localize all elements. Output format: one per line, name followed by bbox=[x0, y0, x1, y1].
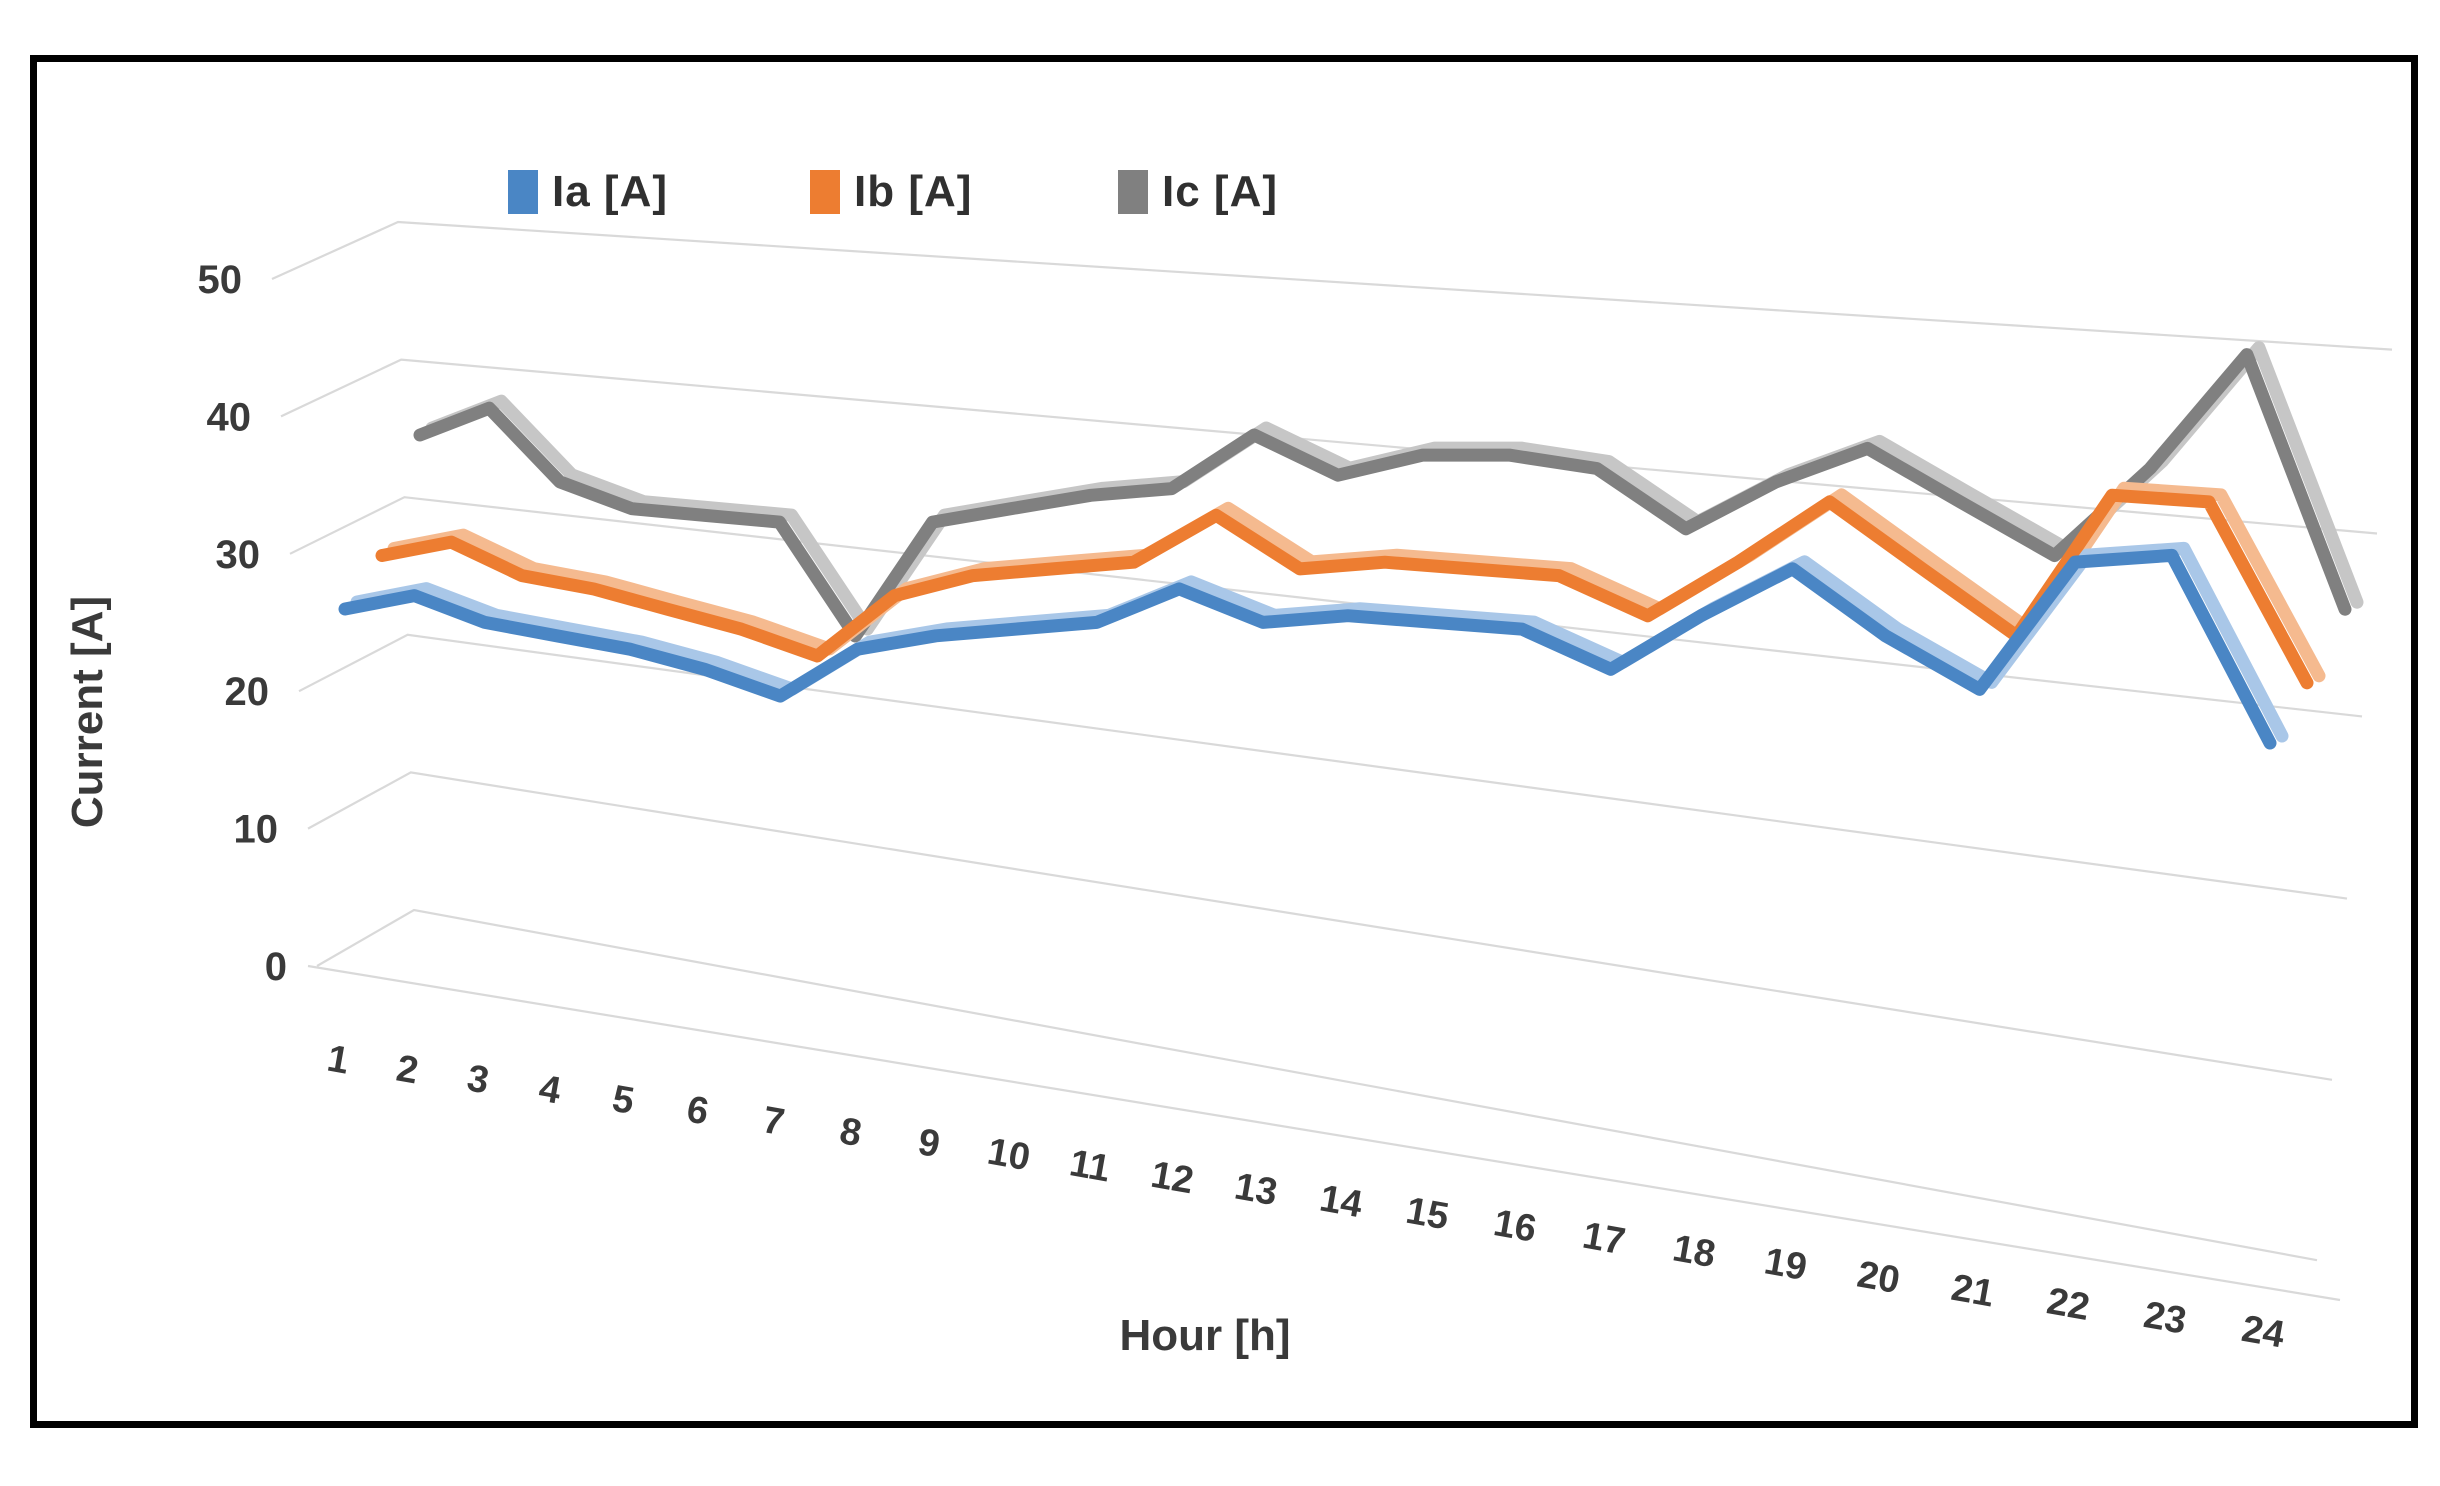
y-tick-label-50: 50 bbox=[198, 258, 243, 302]
gridline-0 bbox=[316, 908, 2318, 1262]
x-tick-label-16: 16 bbox=[1490, 1202, 1539, 1251]
gridline-50 bbox=[271, 220, 2393, 351]
x-tick-label-6: 6 bbox=[684, 1088, 712, 1133]
x-tick-label-19: 19 bbox=[1761, 1240, 1810, 1289]
x-tick-label-14: 14 bbox=[1317, 1178, 1366, 1227]
series-ribbon-side-Ic bbox=[425, 341, 2364, 636]
x-tick-label-21: 21 bbox=[1948, 1267, 1997, 1316]
x-tick-label-3: 3 bbox=[464, 1057, 492, 1102]
floor-edge bbox=[307, 964, 2341, 1302]
x-tick-label-24: 24 bbox=[2239, 1308, 2288, 1357]
x-tick-label-22: 22 bbox=[2044, 1280, 2093, 1329]
x-tick-label-13: 13 bbox=[1232, 1166, 1281, 1215]
gridline-30 bbox=[289, 496, 2363, 718]
x-tick-label-20: 20 bbox=[1854, 1253, 1903, 1302]
gridline-20 bbox=[298, 633, 2348, 900]
series-ribbon-side-Ia bbox=[350, 541, 2289, 743]
x-tick-label-4: 4 bbox=[536, 1068, 564, 1113]
x-tick-label-12: 12 bbox=[1148, 1154, 1197, 1203]
x-tick-label-9: 9 bbox=[915, 1121, 943, 1166]
series-line-Ia bbox=[338, 548, 2277, 750]
x-tick-label-17: 17 bbox=[1579, 1215, 1628, 1264]
x-tick-label-7: 7 bbox=[759, 1099, 787, 1144]
x-tick-label-5: 5 bbox=[609, 1078, 637, 1123]
x-tick-label-11: 11 bbox=[1066, 1142, 1113, 1190]
x-tick-label-2: 2 bbox=[393, 1047, 421, 1092]
y-tick-label-20: 20 bbox=[225, 670, 270, 714]
y-tick-label-10: 10 bbox=[234, 808, 279, 852]
y-axis-title: Current [A] bbox=[63, 595, 112, 829]
x-tick-label-8: 8 bbox=[837, 1110, 865, 1155]
x-tick-label-23: 23 bbox=[2141, 1294, 2190, 1343]
gridline-40 bbox=[280, 358, 2378, 535]
series-line-Ib bbox=[375, 488, 2314, 690]
chart-border bbox=[30, 55, 2418, 1428]
x-axis-title: Hour [h] bbox=[1119, 1311, 1291, 1360]
x-tick-label-1: 1 bbox=[324, 1038, 352, 1083]
y-tick-label-0: 0 bbox=[265, 945, 287, 989]
series-line-Ic bbox=[413, 348, 2352, 643]
x-tick-label-10: 10 bbox=[984, 1131, 1033, 1180]
x-tick-label-18: 18 bbox=[1670, 1227, 1719, 1276]
y-tick-label-40: 40 bbox=[207, 395, 252, 439]
y-tick-label-30: 30 bbox=[216, 533, 261, 577]
gridline-10 bbox=[307, 771, 2333, 1081]
series-ribbon-side-Ib bbox=[387, 481, 2326, 683]
x-tick-label-15: 15 bbox=[1403, 1190, 1452, 1239]
